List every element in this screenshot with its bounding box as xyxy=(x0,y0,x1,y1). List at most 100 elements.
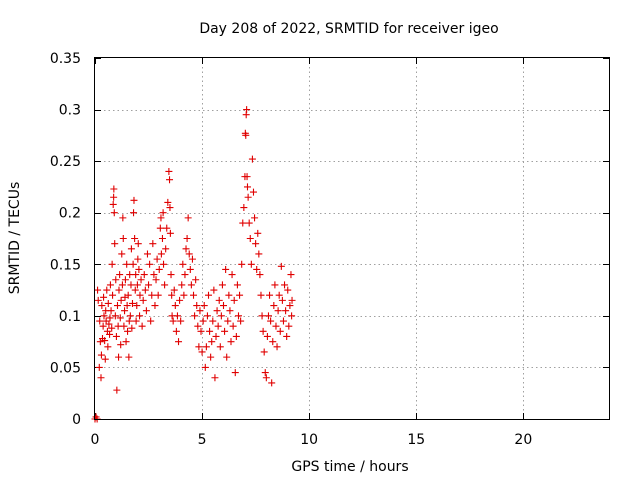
data-point xyxy=(126,271,134,279)
data-point xyxy=(193,302,201,310)
data-point xyxy=(99,322,107,330)
data-point xyxy=(203,312,211,320)
data-point xyxy=(106,314,114,322)
data-point xyxy=(111,312,119,320)
data-point xyxy=(136,291,144,299)
data-point xyxy=(137,276,145,284)
data-point xyxy=(118,250,126,258)
data-point xyxy=(110,209,118,217)
data-point xyxy=(97,351,105,359)
data-point xyxy=(243,173,251,181)
data-point xyxy=(119,214,127,222)
data-point xyxy=(157,250,165,258)
data-point xyxy=(156,224,164,232)
data-point xyxy=(288,312,296,320)
data-point xyxy=(173,312,181,320)
data-point xyxy=(288,296,296,304)
data-point xyxy=(109,200,117,208)
data-point xyxy=(123,260,131,268)
data-points xyxy=(91,106,296,423)
data-point xyxy=(227,338,235,346)
data-point xyxy=(163,224,171,232)
data-point xyxy=(142,307,150,315)
data-point xyxy=(129,260,137,268)
data-point xyxy=(166,176,174,184)
data-point xyxy=(111,240,119,248)
data-point xyxy=(101,355,109,363)
x-tick-label: 15 xyxy=(407,432,425,448)
data-point xyxy=(278,296,286,304)
data-point xyxy=(112,276,120,284)
data-point xyxy=(254,229,262,237)
data-point xyxy=(270,302,278,310)
y-tick-label: 0.3 xyxy=(59,103,81,119)
data-point xyxy=(123,302,131,310)
data-point xyxy=(133,302,141,310)
data-point xyxy=(120,322,128,330)
data-point xyxy=(259,327,267,335)
data-point xyxy=(263,332,271,340)
data-point xyxy=(199,317,207,325)
data-point xyxy=(97,374,105,382)
data-point xyxy=(150,271,158,279)
data-point xyxy=(167,271,175,279)
data-point xyxy=(100,312,108,320)
data-point xyxy=(115,353,123,361)
data-point xyxy=(160,260,168,268)
y-axis-label: SRMTID / TECUs xyxy=(7,182,23,295)
y-tick-label: 0.25 xyxy=(50,154,81,170)
data-point xyxy=(153,255,161,263)
data-point xyxy=(283,332,291,340)
data-point xyxy=(239,219,247,227)
data-point xyxy=(145,281,153,289)
data-point xyxy=(222,265,230,273)
data-point xyxy=(130,196,138,204)
y-tick-label: 0.35 xyxy=(50,51,81,67)
chart-title: Day 208 of 2022, SRMTID for receiver ige… xyxy=(199,21,498,37)
data-point xyxy=(251,214,259,222)
data-point xyxy=(286,302,294,310)
data-point xyxy=(187,281,195,289)
data-point xyxy=(105,320,113,328)
data-point xyxy=(198,348,206,356)
data-point xyxy=(126,312,134,320)
data-point xyxy=(269,338,277,346)
data-point xyxy=(169,317,177,325)
data-point xyxy=(119,235,127,242)
data-point xyxy=(152,276,160,284)
data-point xyxy=(96,317,104,325)
data-point xyxy=(256,271,264,279)
data-point xyxy=(148,291,156,299)
data-point xyxy=(185,250,193,258)
data-point xyxy=(136,312,144,320)
data-point xyxy=(226,307,234,315)
data-point xyxy=(229,322,237,330)
data-point xyxy=(108,260,116,268)
x-tick-label: 0 xyxy=(91,432,100,448)
data-point xyxy=(125,353,133,361)
data-point xyxy=(266,291,274,299)
data-point xyxy=(164,198,172,206)
data-point xyxy=(125,317,133,325)
data-point xyxy=(258,312,266,320)
data-point xyxy=(177,317,185,325)
data-point xyxy=(100,293,108,301)
data-point xyxy=(158,235,166,242)
grid-lines xyxy=(95,58,609,419)
data-point xyxy=(221,327,229,335)
data-point xyxy=(138,322,146,330)
data-point xyxy=(201,363,209,371)
data-point xyxy=(141,286,149,294)
data-point xyxy=(143,250,151,258)
data-point xyxy=(243,183,251,191)
y-tick-label: 0.2 xyxy=(59,206,81,222)
data-point xyxy=(121,307,129,315)
data-point xyxy=(162,245,170,253)
data-point xyxy=(224,317,232,325)
data-point xyxy=(277,262,285,270)
data-point xyxy=(171,302,179,310)
data-point xyxy=(98,302,106,310)
data-point xyxy=(176,296,184,304)
data-point xyxy=(182,245,190,253)
